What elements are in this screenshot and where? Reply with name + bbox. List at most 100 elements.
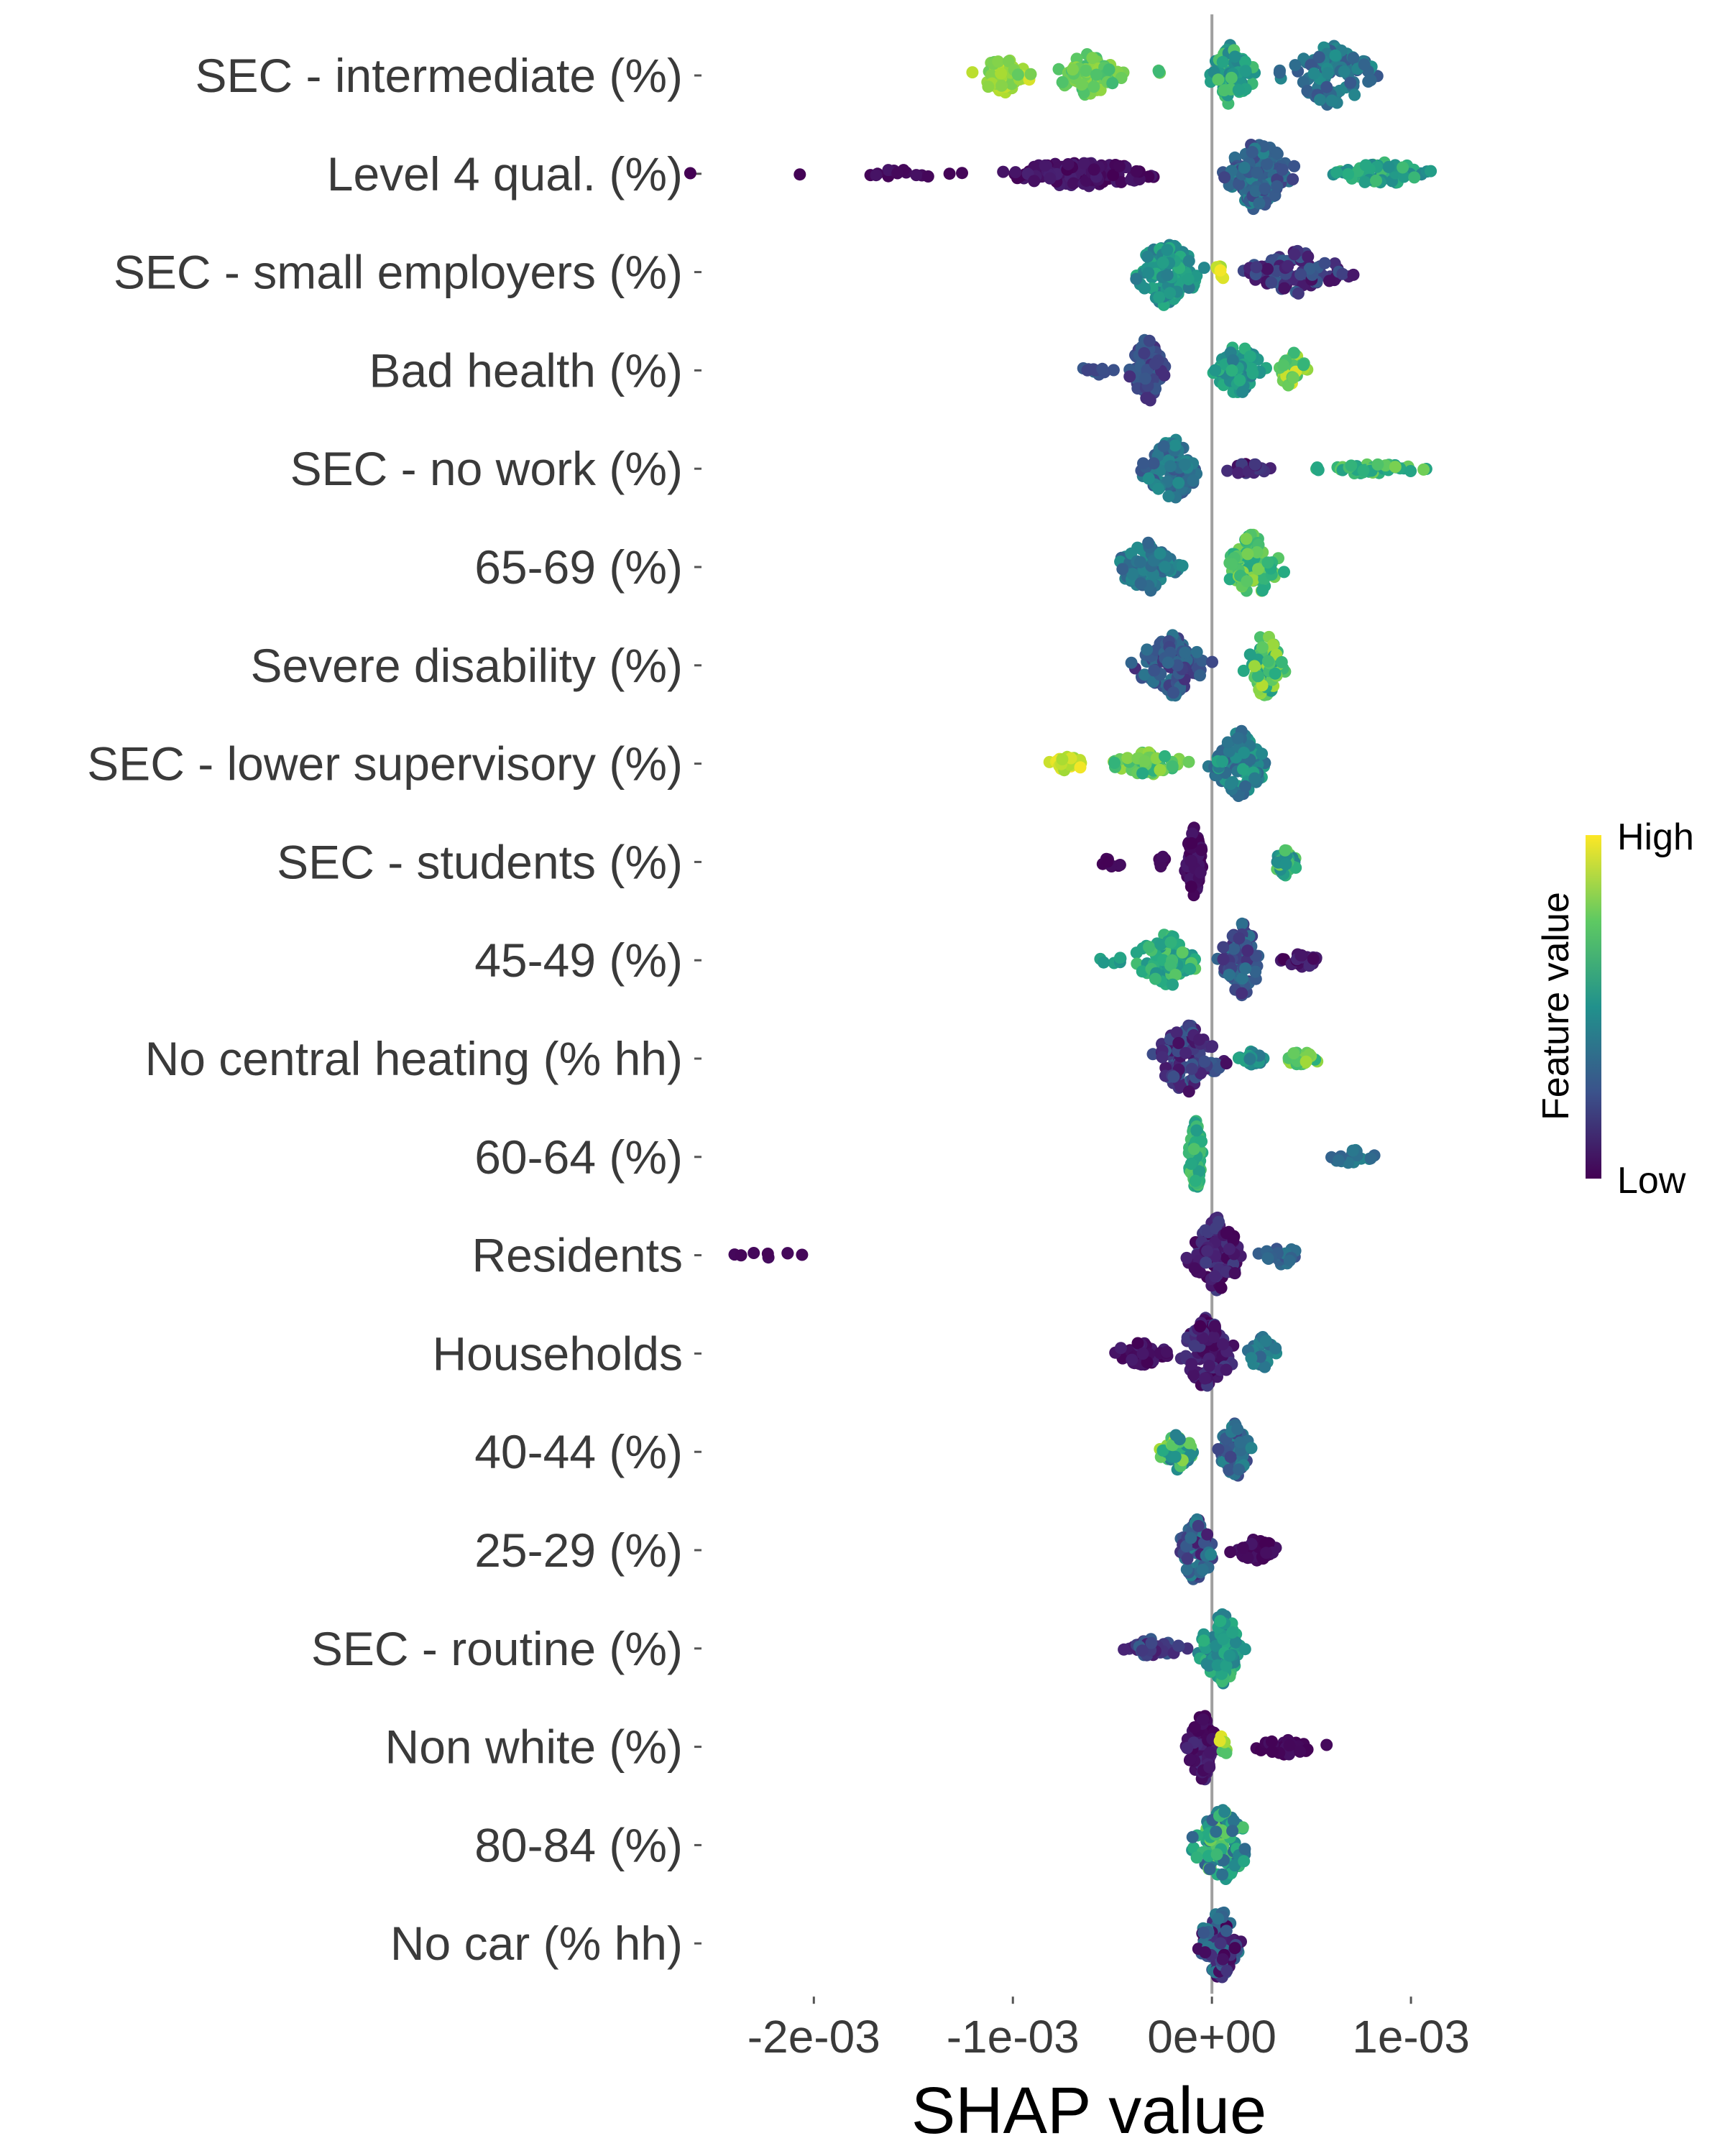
shap-point — [1154, 860, 1167, 872]
shap-point — [1203, 1863, 1216, 1876]
shap-point — [1287, 173, 1300, 185]
shap-point — [1096, 362, 1109, 375]
shap-point — [1245, 1442, 1258, 1455]
shap-point — [1141, 643, 1154, 656]
shap-point — [1203, 1761, 1216, 1774]
shap-point — [1125, 656, 1138, 669]
shap-point — [1256, 584, 1269, 597]
shap-point — [1187, 1841, 1200, 1854]
shap-point — [1187, 474, 1200, 487]
shap-point — [1188, 1262, 1201, 1275]
shap-point — [1217, 953, 1230, 966]
shap-point — [1289, 59, 1302, 72]
feature-label: 80-84 (%) — [474, 1818, 683, 1871]
shap-point — [966, 66, 979, 79]
shap-point — [1271, 180, 1284, 193]
x-tick-label: -1e-03 — [947, 2011, 1080, 2063]
shap-point — [1303, 262, 1316, 275]
shap-point — [1075, 78, 1088, 91]
shap-point — [1154, 938, 1167, 951]
shap-point — [1321, 67, 1334, 80]
shap-point — [891, 167, 904, 180]
shap-point — [1226, 1626, 1238, 1639]
shap-point — [1179, 646, 1192, 659]
feature-label: SEC - students (%) — [277, 835, 683, 888]
shap-point — [1213, 1734, 1226, 1747]
shap-point — [794, 168, 806, 181]
shap-point — [1145, 1636, 1158, 1649]
shap-point — [1348, 88, 1361, 101]
shap-point — [1098, 956, 1110, 969]
shap-point — [1265, 276, 1278, 289]
shap-point — [1261, 262, 1274, 275]
legend-high-label: High — [1617, 816, 1694, 858]
shap-point — [1189, 1174, 1202, 1187]
shap-point — [1194, 669, 1206, 682]
shap-point — [1172, 476, 1185, 489]
feature-row-dots — [1118, 1608, 1251, 1690]
shap-point — [1184, 1754, 1197, 1766]
shap-point — [1164, 959, 1177, 972]
shap-point — [1156, 850, 1169, 863]
shap-point — [1283, 1254, 1296, 1267]
shap-point — [1183, 1437, 1196, 1450]
shap-point — [1226, 1825, 1239, 1838]
shap-point — [992, 55, 1005, 68]
shap-point — [1190, 1851, 1203, 1864]
shap-point — [995, 79, 1008, 92]
shap-point — [1214, 1937, 1227, 1950]
shap-point — [1126, 568, 1139, 581]
shap-point — [1221, 736, 1234, 749]
feature-label: Non white (%) — [385, 1720, 683, 1774]
feature-label: SEC - no work (%) — [290, 442, 683, 495]
shap-point — [1208, 1270, 1221, 1283]
shap-point — [1187, 1143, 1200, 1156]
shap-point — [1277, 359, 1290, 372]
shap-point — [1206, 1040, 1219, 1053]
shap-point — [1239, 55, 1251, 68]
feature-label: 40-44 (%) — [474, 1425, 683, 1478]
shap-point — [1236, 987, 1248, 1000]
feature-label: 45-49 (%) — [474, 934, 683, 987]
legend-title: Feature value — [1535, 892, 1577, 1120]
shap-point — [1320, 80, 1333, 93]
shap-point — [1224, 1450, 1237, 1463]
shap-point — [1154, 547, 1167, 560]
x-axis-ticks: -2e-03 -1e-03 0e+00 1e-03 — [748, 1996, 1470, 2063]
shap-point — [1172, 1036, 1185, 1049]
shap-point — [761, 1248, 774, 1260]
shap-point — [1139, 372, 1151, 385]
shap-point — [1169, 1429, 1182, 1442]
shap-point — [1302, 250, 1315, 263]
shap-point — [1184, 880, 1197, 893]
shap-point — [1220, 1227, 1233, 1240]
shap-point — [1312, 51, 1325, 64]
shap-point — [1213, 1215, 1225, 1228]
shap-point — [1358, 175, 1371, 188]
shap-point — [1157, 440, 1170, 453]
shap-point — [1425, 165, 1438, 178]
shap-point — [1186, 1830, 1199, 1843]
shap-point — [1312, 464, 1325, 476]
feature-row-dots — [1146, 1019, 1324, 1098]
shap-point — [1273, 66, 1286, 79]
shap-point — [1170, 1026, 1183, 1039]
shap-point — [1225, 558, 1238, 571]
shap-point — [1194, 866, 1207, 879]
shap-point — [1198, 1372, 1211, 1385]
shap-point — [1260, 1547, 1273, 1560]
shap-point — [1182, 273, 1195, 285]
shap-point — [1192, 1519, 1205, 1532]
shap-point — [1251, 670, 1264, 683]
feature-label: 25-29 (%) — [474, 1524, 683, 1577]
shap-point — [1185, 1062, 1198, 1075]
shap-point — [1389, 461, 1402, 474]
shap-point — [1161, 244, 1174, 257]
shap-point — [1283, 1739, 1296, 1752]
shap-point — [1167, 978, 1179, 991]
shap-point — [1261, 157, 1274, 170]
shap-point — [1198, 1055, 1211, 1068]
shap-point — [1228, 1267, 1241, 1280]
shap-point — [1077, 157, 1090, 170]
shap-point — [1246, 146, 1259, 159]
